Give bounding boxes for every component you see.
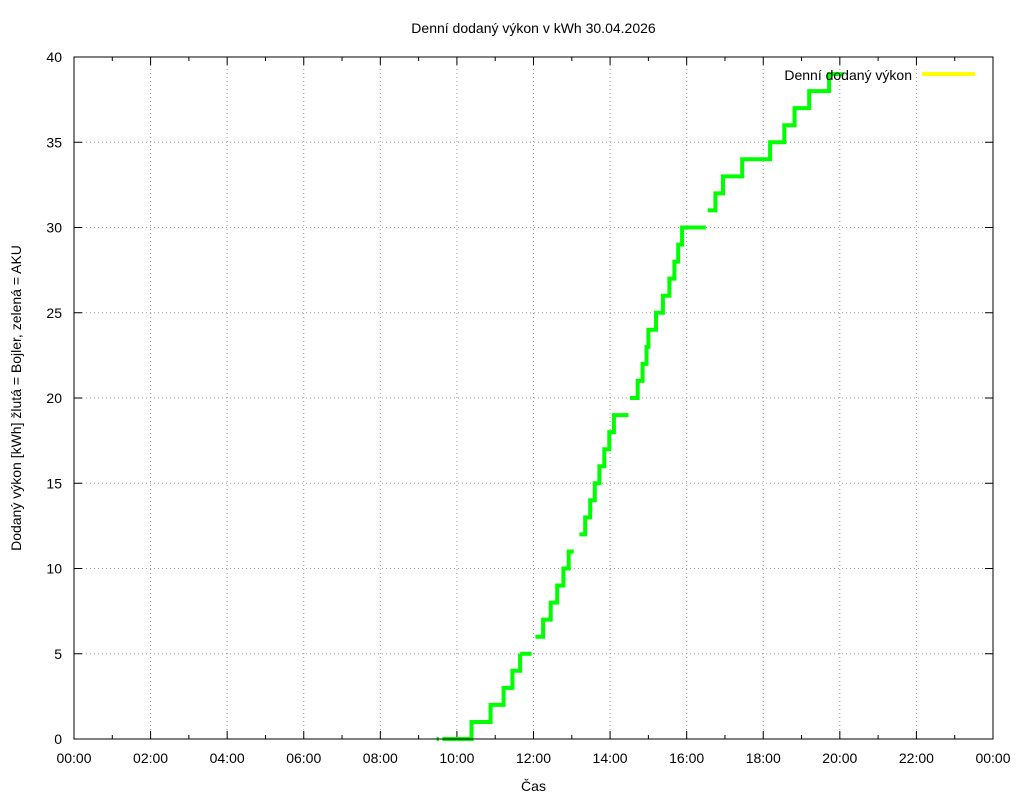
x-tick-label: 00:00 xyxy=(56,750,91,766)
y-tick-label: 5 xyxy=(54,646,62,662)
grid-lines xyxy=(74,57,993,739)
x-tick-label: 00:00 xyxy=(975,750,1010,766)
x-tick-label: 10:00 xyxy=(439,750,474,766)
series-lines xyxy=(436,72,844,741)
x-tick-label: 14:00 xyxy=(593,750,628,766)
x-tick-label: 18:00 xyxy=(746,750,781,766)
y-tick-label: 0 xyxy=(54,731,62,747)
chart-title: Denní dodaný výkon v kWh 30.04.2026 xyxy=(411,20,656,36)
x-tick-label: 08:00 xyxy=(363,750,398,766)
x-tick-label: 12:00 xyxy=(516,750,551,766)
series-line-segment xyxy=(630,225,706,400)
x-tick-label: 04:00 xyxy=(210,750,245,766)
x-tick-label: 16:00 xyxy=(669,750,704,766)
legend-label: Denní dodaný výkon xyxy=(784,67,912,83)
plot-frame xyxy=(73,56,994,740)
y-tick-label: 30 xyxy=(46,220,62,236)
y-tick-label: 40 xyxy=(46,49,62,65)
legend: Denní dodaný výkon xyxy=(784,67,975,83)
x-tick-label: 06:00 xyxy=(286,750,321,766)
series-line-segment xyxy=(707,72,844,213)
series-line-segment xyxy=(442,653,523,741)
y-tick-label: 15 xyxy=(46,475,62,491)
x-tick-label: 20:00 xyxy=(822,750,857,766)
series-line-segment xyxy=(579,413,629,537)
y-tick-label: 20 xyxy=(46,390,62,406)
x-tick-label: 22:00 xyxy=(899,750,934,766)
series-line-segment xyxy=(535,549,574,639)
x-tick-label: 02:00 xyxy=(133,750,168,766)
y-axis-label: Dodaný výkon [kWh] žlutá = Bojler, zelen… xyxy=(8,245,24,551)
x-axis-label: Čas xyxy=(521,778,546,794)
y-tick-label: 35 xyxy=(46,134,62,150)
y-tick-label: 10 xyxy=(46,561,62,577)
axis-ticks: 00:00 02:00 04:00 06:00 08:00 10:00 12:00 14:00… xyxy=(46,49,1010,766)
y-tick-label: 25 xyxy=(46,305,62,321)
